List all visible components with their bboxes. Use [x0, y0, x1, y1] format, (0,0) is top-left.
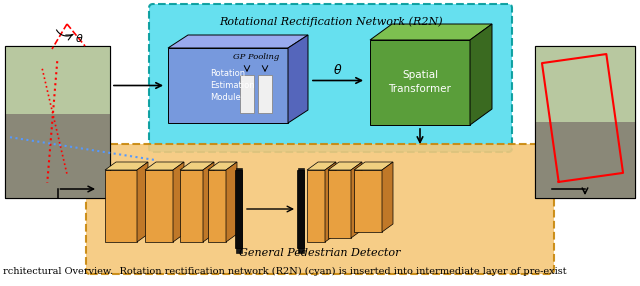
Text: Spatial
Transformer: Spatial Transformer: [388, 71, 451, 94]
Text: $\theta$: $\theta$: [333, 63, 342, 76]
Bar: [5, 114, 110, 198]
Bar: [180, 170, 203, 242]
Bar: [354, 170, 382, 232]
Text: General Pedestrian Detector: General Pedestrian Detector: [239, 248, 401, 258]
Bar: [298, 168, 304, 253]
Polygon shape: [168, 35, 308, 48]
Polygon shape: [288, 35, 308, 123]
Bar: [236, 168, 242, 253]
Text: rchitectural Overview.  Rotation rectification network (R2N) (cyan) is inserted : rchitectural Overview. Rotation rectific…: [3, 267, 566, 276]
Bar: [535, 46, 635, 198]
Polygon shape: [325, 162, 336, 242]
Polygon shape: [354, 162, 393, 170]
Bar: [208, 170, 226, 242]
Bar: [535, 46, 635, 198]
Polygon shape: [382, 162, 393, 232]
Bar: [240, 75, 254, 113]
Bar: [535, 46, 635, 122]
Polygon shape: [203, 162, 214, 242]
Text: $\theta$: $\theta$: [75, 32, 84, 44]
Polygon shape: [470, 24, 492, 125]
Bar: [105, 170, 137, 242]
Bar: [145, 170, 173, 242]
FancyBboxPatch shape: [149, 4, 512, 152]
Bar: [168, 48, 288, 123]
Polygon shape: [105, 162, 148, 170]
Bar: [5, 46, 110, 114]
Bar: [535, 122, 635, 198]
Polygon shape: [145, 162, 184, 170]
Bar: [328, 170, 351, 238]
Bar: [258, 75, 272, 113]
Text: Rotation
Estimation
Module: Rotation Estimation Module: [210, 69, 255, 102]
Text: Rotational Rectification Network (R2N): Rotational Rectification Network (R2N): [219, 16, 442, 27]
Polygon shape: [307, 162, 336, 170]
Bar: [370, 40, 470, 125]
FancyBboxPatch shape: [86, 144, 554, 274]
Polygon shape: [226, 162, 237, 242]
Text: GP Pooling: GP Pooling: [233, 53, 279, 61]
Polygon shape: [173, 162, 184, 242]
Polygon shape: [328, 162, 362, 170]
Polygon shape: [208, 162, 237, 170]
Bar: [297, 170, 304, 248]
Polygon shape: [370, 24, 492, 40]
Bar: [307, 170, 325, 242]
Polygon shape: [137, 162, 148, 242]
Polygon shape: [351, 162, 362, 238]
Polygon shape: [180, 162, 214, 170]
Bar: [5, 46, 110, 198]
Bar: [235, 170, 242, 248]
Bar: [5, 46, 110, 198]
